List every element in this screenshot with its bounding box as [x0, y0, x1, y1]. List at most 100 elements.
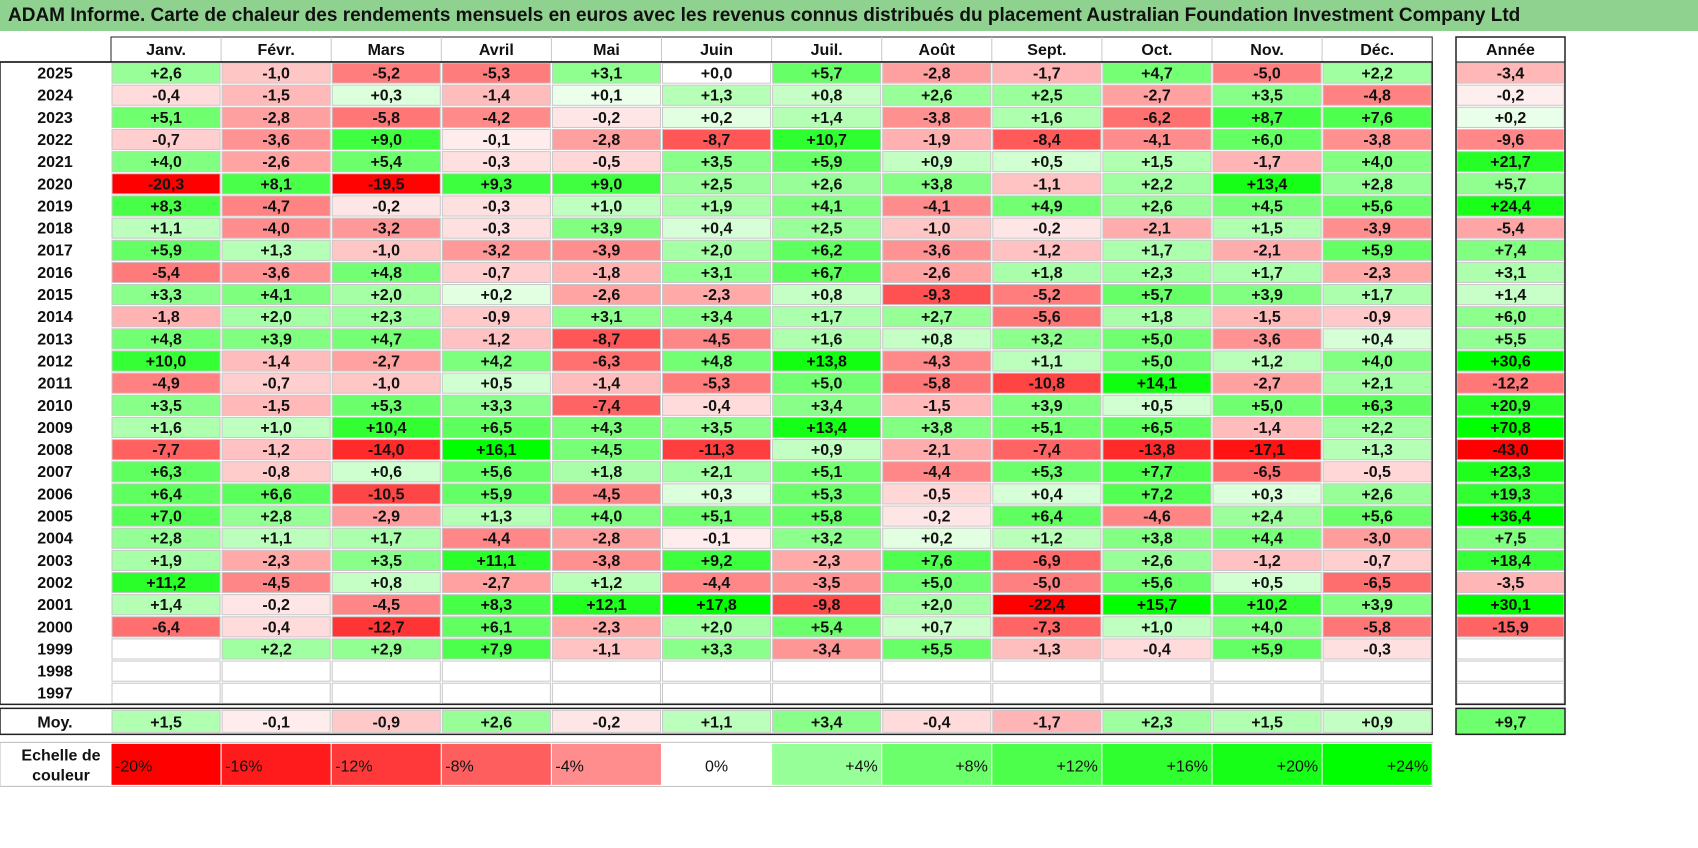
cell-value: +2,0 — [701, 619, 733, 636]
heatmap-cell — [221, 195, 331, 217]
cell-value: -2,7 — [483, 575, 511, 592]
year-label: 2008 — [37, 442, 73, 459]
cell-value: +5,4 — [811, 619, 843, 636]
heatmap-cell — [882, 284, 992, 306]
annual-cell — [1456, 306, 1565, 328]
annual-value: +1,4 — [1495, 287, 1527, 304]
cell-value: -2,1 — [923, 442, 951, 459]
heatmap-cell — [111, 217, 221, 239]
cell-value: +16,1 — [476, 442, 517, 459]
scale-stop-label: -4% — [555, 758, 583, 775]
cell-value: -2,1 — [1143, 221, 1171, 238]
cell-value: +2,6 — [811, 176, 843, 193]
cell-value: -1,5 — [262, 88, 290, 105]
cell-value: -0,4 — [1143, 641, 1171, 658]
heatmap-cell — [1102, 306, 1212, 328]
cell-value: +14,1 — [1137, 376, 1178, 393]
heatmap-cell — [1102, 660, 1212, 682]
cell-value: -9,3 — [923, 287, 951, 304]
average-cell — [992, 709, 1102, 733]
cell-value: -4,5 — [372, 597, 400, 614]
heatmap-cell — [111, 84, 221, 106]
heatmap-cell — [331, 616, 441, 638]
heatmap-cell — [1322, 261, 1432, 284]
heatmap-cell — [1212, 461, 1322, 483]
heatmap-cell — [221, 128, 331, 151]
heatmap-cell — [1102, 217, 1212, 239]
annual-value: -3,4 — [1497, 66, 1525, 83]
heatmap-cell — [992, 217, 1102, 239]
heatmap-cell — [882, 616, 992, 638]
year-label: 2017 — [37, 243, 73, 260]
heatmap-cell — [662, 483, 772, 505]
heatmap-cell — [111, 527, 221, 549]
cell-value: +6,1 — [481, 619, 513, 636]
cell-value: -4,5 — [593, 486, 621, 503]
heatmap-cell — [662, 62, 772, 84]
heatmap-cell — [331, 527, 441, 549]
heatmap-cell — [551, 328, 662, 350]
heatmap-cell — [441, 106, 551, 128]
cell-value: +2,9 — [370, 641, 402, 658]
heatmap-cell — [662, 416, 772, 439]
cell-value: -14,0 — [368, 442, 405, 459]
heatmap-cell — [1102, 483, 1212, 505]
year-label: 2018 — [37, 221, 73, 238]
heatmap-cell — [772, 284, 882, 306]
heatmap-cell — [662, 505, 772, 527]
heatmap-cell — [882, 261, 992, 284]
cell-value: +4,8 — [150, 331, 182, 348]
heatmap-cell — [772, 549, 882, 571]
cell-value: +1,9 — [150, 553, 182, 570]
heatmap-cell — [331, 660, 441, 682]
scale-stop-label: -20% — [115, 758, 152, 775]
heatmap-cell — [992, 527, 1102, 549]
cell-value: +5,7 — [1141, 287, 1173, 304]
heatmap-cell — [551, 84, 662, 106]
cell-value: +2,6 — [1361, 486, 1393, 503]
cell-value: +3,9 — [591, 221, 623, 238]
heatmap-cell — [111, 306, 221, 328]
cell-value: +4,1 — [260, 287, 292, 304]
heatmap-cell — [551, 62, 662, 84]
average-cell — [1212, 709, 1322, 733]
heatmap-cell — [1322, 128, 1432, 151]
heatmap-cell — [1212, 62, 1322, 84]
cell-value: -6,9 — [1033, 553, 1061, 570]
cell-value: +1,5 — [1141, 154, 1173, 171]
heatmap-cell — [992, 416, 1102, 439]
heatmap-cell — [882, 217, 992, 239]
annual-value: -12,2 — [1492, 376, 1529, 393]
heatmap-cell — [992, 660, 1102, 682]
heatmap-cell — [331, 483, 441, 505]
annual-cell — [1456, 571, 1565, 594]
heatmap-cell — [662, 84, 772, 106]
cell-value: +1,3 — [701, 88, 733, 105]
cell-value: -8,7 — [703, 132, 731, 149]
cell-value: -3,2 — [372, 221, 400, 238]
scale-stop-label: +4% — [845, 758, 877, 775]
annual-value: +6,0 — [1495, 309, 1527, 326]
heatmap-cell — [551, 439, 662, 461]
annual-cell — [1456, 638, 1565, 660]
cell-value: +3,5 — [701, 154, 733, 171]
cell-value: +2,5 — [811, 221, 843, 238]
heatmap-cell — [1322, 549, 1432, 571]
heatmap-cell — [1212, 217, 1322, 239]
average-value: +1,1 — [701, 714, 733, 731]
month-header: Sept. — [1027, 42, 1066, 59]
cell-value: -6,3 — [593, 353, 621, 370]
cell-value: -1,2 — [1033, 243, 1061, 260]
cell-value: -2,8 — [593, 132, 621, 149]
heatmap-cell — [772, 350, 882, 372]
heatmap-cell — [1322, 571, 1432, 594]
month-header: Janv. — [146, 42, 186, 59]
heatmap-cell — [111, 549, 221, 571]
heatmap-cell — [992, 439, 1102, 461]
average-value: +2,6 — [481, 714, 513, 731]
scale-stop-label: +24% — [1387, 758, 1428, 775]
cell-value: +5,8 — [811, 509, 843, 526]
annual-value: +7,5 — [1495, 531, 1527, 548]
cell-value: -3,5 — [813, 575, 841, 592]
scale-label: Echelle de — [21, 747, 100, 764]
